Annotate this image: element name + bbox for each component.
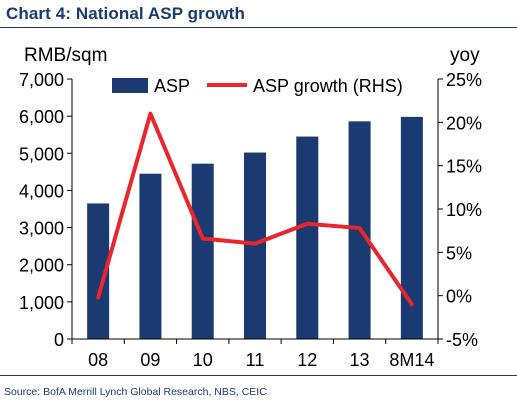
line-point-09	[149, 113, 151, 115]
y-tick-label: 6,000	[19, 107, 64, 127]
y2-tick-label: 15%	[446, 157, 482, 177]
y-axis-label: RMB/sqm	[24, 45, 107, 66]
line-point-08	[97, 296, 99, 298]
bar-10	[191, 163, 214, 339]
y-tick-label: 2,000	[19, 256, 64, 276]
line-point-13	[359, 227, 361, 229]
line-point-11	[254, 243, 256, 245]
bar-11	[244, 152, 266, 339]
legend-label-asp-growth: ASP growth (RHS)	[253, 76, 403, 96]
x-tick-label: 10	[193, 350, 213, 370]
chart-title: Chart 4: National ASP growth	[6, 4, 245, 23]
y-tick-label: 0	[54, 330, 64, 350]
legend-label-asp: ASP	[154, 76, 190, 96]
chart-plot: 0 1,000 2,000 3,000 4,000 5,000 6,000 7,000 -5% 0…	[19, 45, 482, 370]
x-tick-label: 08	[88, 350, 108, 370]
x-tick-label: 12	[297, 350, 317, 370]
x-tick-label: 09	[140, 350, 160, 370]
y-tick-label: 7,000	[19, 70, 64, 90]
y-tick-label: 5,000	[19, 144, 64, 164]
y2-tick-label: -5%	[446, 330, 478, 350]
bar-08	[87, 203, 110, 339]
x-tick-label: 11	[246, 350, 265, 370]
y-tick-label: 1,000	[19, 293, 64, 313]
bar-12	[296, 136, 319, 339]
legend-swatch-asp	[112, 78, 148, 93]
x-tick-label: 8M14	[389, 350, 434, 370]
line-point-10	[202, 237, 204, 239]
title-divider	[0, 27, 517, 28]
y-tick-label: 4,000	[19, 181, 64, 201]
x-tick-label: 13	[350, 350, 370, 370]
source-note: Source: BofA Merrill Lynch Global Resear…	[4, 386, 267, 398]
y2-tick-label: 0%	[446, 287, 472, 307]
y-tick-label: 3,000	[19, 219, 64, 239]
line-point-12	[306, 223, 308, 225]
y2-tick-label: 10%	[446, 200, 482, 220]
source-divider	[0, 375, 517, 376]
y2-tick-label: 25%	[446, 70, 482, 90]
y2-axis-label: yoy	[450, 45, 480, 66]
line-point-8M14	[411, 303, 413, 305]
bar-09	[139, 173, 162, 339]
y2-tick-label: 20%	[446, 113, 482, 133]
bar-8M14	[400, 116, 423, 339]
y2-tick-label: 5%	[446, 243, 472, 263]
